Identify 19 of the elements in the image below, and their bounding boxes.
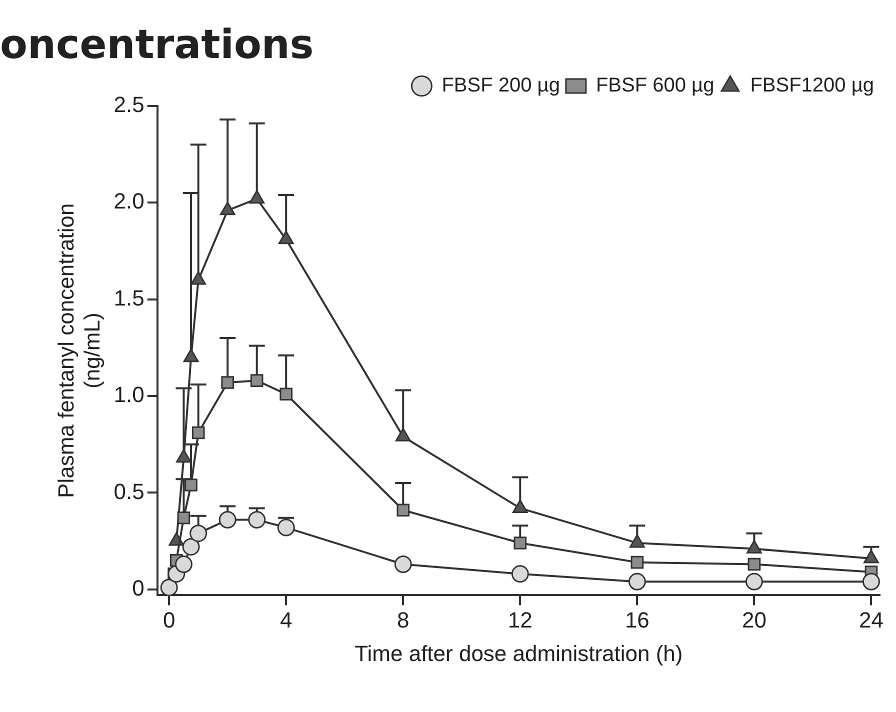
- x-tick-label: 20: [742, 607, 766, 632]
- y-tick-label: 2.0: [114, 188, 144, 214]
- y-axis-title: Plasma fentanyl concentration (ng/mL): [53, 203, 105, 498]
- y-tick-label: 0.5: [114, 478, 144, 504]
- x-tick-label: 4: [280, 607, 292, 632]
- y-tick-label: 1.0: [114, 382, 144, 408]
- x-tick-label: 16: [624, 607, 650, 632]
- legend-label: FBSF 600 µg: [596, 74, 714, 97]
- y-tick-label: 0: [132, 575, 144, 600]
- legend-label: FBSF1200 µg: [750, 74, 874, 97]
- y-tick-label: 2.5: [114, 92, 144, 118]
- x-tick-label: 12: [508, 607, 532, 632]
- legend-label: FBSF 200 µg: [442, 74, 560, 97]
- x-tick-label: 8: [397, 607, 410, 632]
- x-tick-label: 0: [162, 607, 176, 632]
- y-tick-label: 1.5: [114, 285, 144, 310]
- chart-title: oncentrations: [0, 22, 314, 68]
- x-axis-title: Time after dose administration (h): [354, 640, 683, 666]
- x-tick-label: 24: [858, 607, 884, 632]
